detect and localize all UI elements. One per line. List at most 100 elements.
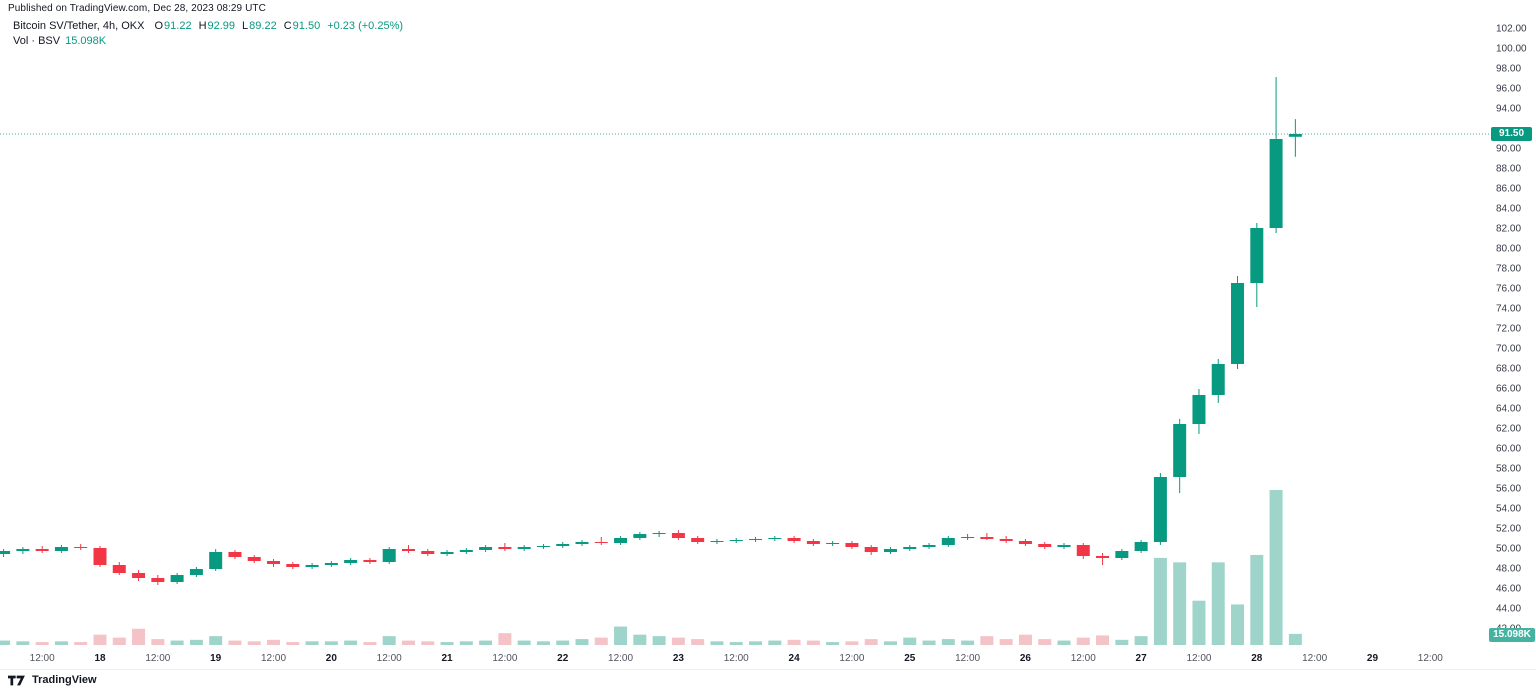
volume-bar xyxy=(787,639,801,645)
volume-bar xyxy=(479,640,493,645)
price-tick-label: 80.00 xyxy=(1496,243,1522,255)
time-tick-hour: 12:00 xyxy=(1417,653,1443,664)
price-tick-label: 70.00 xyxy=(1496,343,1522,355)
volume-bar xyxy=(363,642,377,645)
time-tick-hour: 12:00 xyxy=(839,653,865,664)
candle-body xyxy=(1192,395,1206,424)
volume-bar xyxy=(228,640,242,645)
candle-body xyxy=(170,575,184,582)
volume-bar xyxy=(0,640,11,645)
price-tick-label: 68.00 xyxy=(1496,363,1522,375)
tradingview-logo-icon xyxy=(8,675,25,685)
candle-body xyxy=(1134,542,1148,551)
ohlc-open: O 91.22 xyxy=(154,20,192,32)
candle-body xyxy=(575,542,589,544)
volume-bar xyxy=(768,640,782,645)
candle-body xyxy=(806,541,820,544)
candle-body xyxy=(1231,283,1245,364)
candle-body xyxy=(440,552,454,554)
candle-body xyxy=(112,565,126,573)
candle-body xyxy=(826,543,840,544)
volume-bar xyxy=(305,641,319,645)
time-tick-day: 21 xyxy=(441,653,453,664)
candle-body xyxy=(1250,228,1264,283)
candle-body xyxy=(1288,134,1302,137)
volume-bar xyxy=(536,641,550,645)
candle-body xyxy=(228,552,242,557)
time-tick-day: 29 xyxy=(1366,653,1379,664)
candle-body xyxy=(1269,139,1283,228)
price-tick-label: 102.00 xyxy=(1496,23,1527,35)
volume-bar xyxy=(132,628,146,645)
volume-bar xyxy=(941,639,955,645)
tradingview-logo-link[interactable]: TradingView xyxy=(8,674,97,687)
volume-bar xyxy=(1250,554,1264,645)
volume-bar xyxy=(1269,490,1283,645)
candle-body xyxy=(1115,551,1129,558)
volume-bar xyxy=(35,642,49,645)
volume-bar xyxy=(74,642,88,645)
volume-bar xyxy=(517,640,531,645)
time-tick-hour: 12:00 xyxy=(955,653,981,664)
candle-body xyxy=(749,539,763,540)
price-tick-label: 46.00 xyxy=(1496,583,1522,595)
volume-bar xyxy=(826,642,840,645)
volume-bar xyxy=(980,636,994,645)
volume-bar xyxy=(1057,640,1071,645)
price-tick-label: 100.00 xyxy=(1496,43,1527,55)
price-tick-label: 50.00 xyxy=(1496,543,1522,555)
candle-body xyxy=(1076,545,1090,556)
time-tick-day: 26 xyxy=(1019,653,1031,664)
volume-bar xyxy=(267,639,281,645)
time-tick-hour: 12:00 xyxy=(29,653,55,664)
price-tick-label: 62.00 xyxy=(1496,423,1522,435)
volume-bar xyxy=(382,636,396,645)
volume-bar xyxy=(401,640,415,645)
volume-bar xyxy=(961,640,975,645)
candle-body xyxy=(267,561,281,564)
volume-bar xyxy=(421,641,435,645)
volume-bar xyxy=(864,639,878,645)
volume-bar xyxy=(922,640,936,645)
price-tick-label: 78.00 xyxy=(1496,263,1522,275)
volume-bar xyxy=(652,636,666,645)
candle-body xyxy=(324,563,338,565)
volume-bar xyxy=(594,637,608,645)
candle-body xyxy=(363,560,377,562)
candle-body xyxy=(594,542,608,543)
price-tick-label: 88.00 xyxy=(1496,163,1522,175)
candle-body xyxy=(1211,364,1225,395)
volume-bar xyxy=(691,639,705,645)
candle-body xyxy=(344,560,358,563)
time-tick-hour: 12:00 xyxy=(261,653,287,664)
price-tick-label: 66.00 xyxy=(1496,383,1522,395)
time-tick-hour: 12:00 xyxy=(1186,653,1212,664)
candle-body xyxy=(787,538,801,541)
ohlc-high: H 92.99 xyxy=(198,20,236,32)
time-tick-hour: 12:00 xyxy=(145,653,171,664)
price-tick-label: 72.00 xyxy=(1496,323,1522,335)
volume-bar xyxy=(1192,600,1206,645)
price-tick-label: 98.00 xyxy=(1496,63,1522,75)
candle-body xyxy=(401,549,415,551)
price-tick-label: 60.00 xyxy=(1496,443,1522,455)
candle-body xyxy=(189,569,203,575)
candle-body xyxy=(710,541,724,542)
volume-bar xyxy=(1211,562,1225,645)
volume-bar xyxy=(209,636,223,645)
candle-body xyxy=(286,564,300,567)
candle-body xyxy=(54,547,68,551)
volume-bar xyxy=(614,626,628,645)
volume-bar xyxy=(1134,636,1148,645)
price-tick-label: 58.00 xyxy=(1496,463,1522,475)
volume-bar xyxy=(170,640,184,645)
volume-bar xyxy=(671,637,685,645)
candle-body xyxy=(536,546,550,547)
volume-bar xyxy=(806,640,820,645)
candle-body xyxy=(498,547,512,549)
volume-bar xyxy=(344,640,358,645)
candle-body xyxy=(1096,556,1110,558)
candle-body xyxy=(1057,545,1071,547)
time-tick-day: 27 xyxy=(1135,653,1147,664)
